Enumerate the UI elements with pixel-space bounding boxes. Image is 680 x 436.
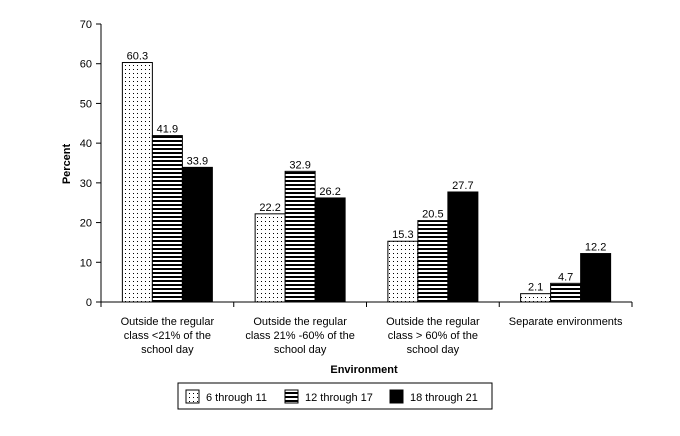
y-tick-label: 60 <box>80 59 92 71</box>
bar <box>314 197 346 303</box>
bar <box>580 253 612 303</box>
y-tick-label: 10 <box>80 257 92 269</box>
x-category-label: Outside the regular class > 60% of the sch… <box>386 316 480 356</box>
data-label: 22.2 <box>259 202 280 214</box>
bar <box>550 282 582 303</box>
data-label: 2.1 <box>528 282 543 294</box>
bar <box>447 191 479 303</box>
legend-label: 18 through 21 <box>410 392 478 404</box>
legend-swatch <box>389 389 404 404</box>
legend-swatch <box>284 389 299 404</box>
data-label: 15.3 <box>392 229 413 241</box>
bars: 60.3 22.2 15.3 2.1 41.9 32.9 20.5 4.7 33.9 26.2 27… <box>121 51 612 303</box>
y-tick-label: 50 <box>80 98 92 110</box>
data-label: 12.2 <box>585 242 606 254</box>
bar <box>254 213 286 303</box>
bar <box>121 62 153 303</box>
bar <box>181 166 213 303</box>
data-label: 33.9 <box>187 155 208 167</box>
legend-swatch <box>185 389 200 404</box>
x-category-label: Separate environments <box>509 316 623 328</box>
x-category-label: Outside the regular class 21% -60% of the… <box>245 316 354 356</box>
data-label: 27.7 <box>452 180 473 192</box>
bar <box>387 240 419 303</box>
y-axis-title: Percent <box>61 143 73 184</box>
y-axis: 0 10 20 30 40 50 60 70 <box>80 19 102 309</box>
y-tick-label: 70 <box>80 19 92 31</box>
y-tick-label: 20 <box>80 218 92 230</box>
y-tick-label: 0 <box>86 297 92 309</box>
data-label: 4.7 <box>558 271 573 283</box>
x-axis-title: Environment <box>330 364 398 376</box>
data-label: 26.2 <box>319 186 340 198</box>
bar <box>417 220 449 303</box>
y-tick-label: 30 <box>80 178 92 190</box>
legend-label: 12 through 17 <box>305 392 373 404</box>
legend-box <box>177 382 493 410</box>
data-label: 41.9 <box>157 124 178 136</box>
data-label: 60.3 <box>127 51 148 63</box>
bar <box>520 293 552 303</box>
bar <box>284 170 316 303</box>
legend-label: 6 through 11 <box>206 392 267 404</box>
data-label: 20.5 <box>422 209 443 221</box>
data-label: 32.9 <box>289 159 310 171</box>
x-axis: Outside the regular class <21% of the scho… <box>100 301 633 356</box>
x-category-label: Outside the regular class <21% of the scho… <box>121 316 215 356</box>
bar <box>151 135 183 303</box>
y-tick-label: 40 <box>80 138 92 150</box>
legend: 6 through 11 12 through 17 18 through 21 <box>177 382 493 410</box>
